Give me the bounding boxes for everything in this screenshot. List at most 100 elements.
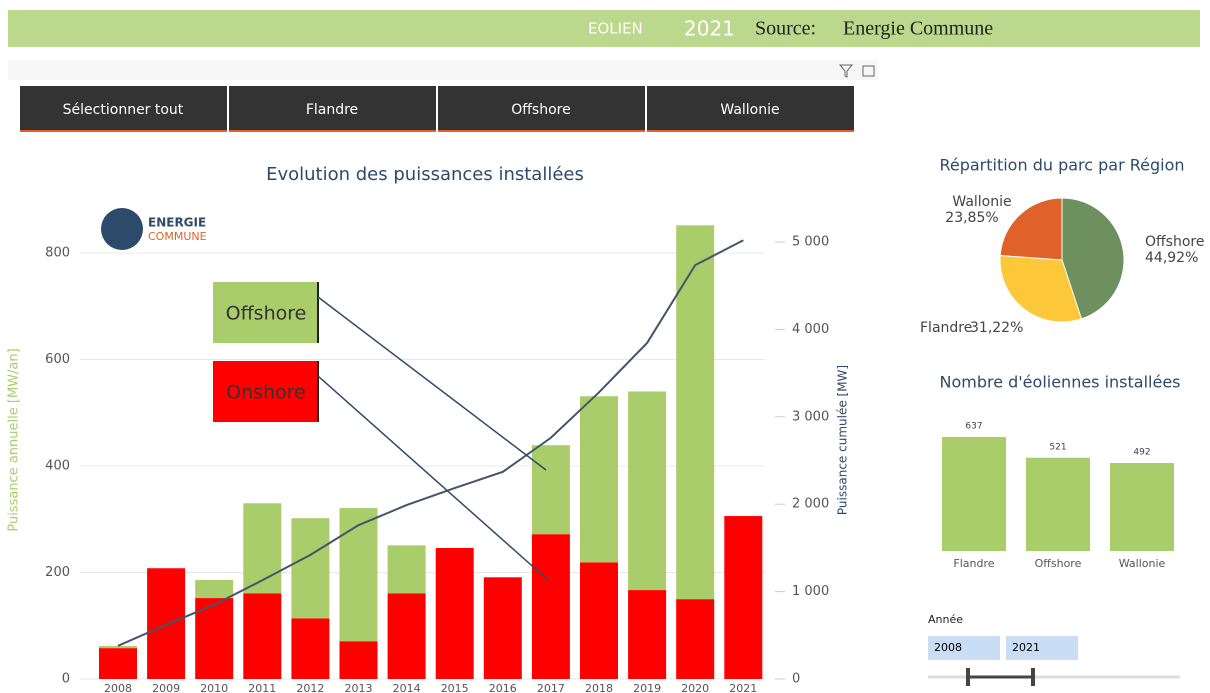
bar-segment [435, 548, 474, 679]
line-series [117, 239, 744, 647]
x-tick-label: 2014 [393, 682, 421, 693]
logo-circle [101, 208, 143, 250]
pie-slice [999, 254, 1083, 323]
button[interactable] [229, 86, 436, 132]
x-tick-label: Flandre [953, 557, 994, 570]
slider-to-text: 2021 [1012, 641, 1040, 654]
y-axis-label: Puissance annuelle [MW/an] [7, 348, 22, 531]
slider-from-text: 2008 [934, 641, 962, 654]
bar-segment [387, 593, 426, 679]
x-tick-label: 2020 [681, 682, 709, 693]
pie-label: Wallonie [952, 194, 1011, 210]
data-label: 521 [1049, 442, 1066, 452]
legend-box [213, 282, 319, 343]
button[interactable] [20, 86, 227, 132]
bar-segment [580, 396, 618, 563]
pie-slice [999, 197, 1063, 261]
slider-handle[interactable] [1031, 668, 1035, 686]
x-tick-label: 2018 [585, 682, 613, 693]
bar-segment [243, 593, 282, 679]
x-tick-label: 2010 [200, 682, 228, 693]
bar-segment [676, 225, 715, 600]
logo-text: ENERGIE [148, 216, 206, 230]
pie-value: 31,22% [970, 320, 1023, 336]
y2-tick-label: 1 000 [792, 584, 829, 599]
data-label: 637 [965, 422, 982, 432]
chart-title: Répartition du parc par Région [939, 156, 1184, 175]
y2-axis-label: Puissance cumulée [MW] [836, 365, 850, 515]
x-tick-label: 2009 [152, 682, 180, 693]
bar-segment [99, 645, 137, 649]
button-label: Sélectionner tout [63, 102, 184, 118]
x-tick-label: 2019 [633, 682, 661, 693]
slider-handle[interactable] [966, 668, 970, 686]
bar-segment [195, 579, 234, 599]
filter-icon[interactable] [838, 64, 854, 78]
y2-tick-label: 4 000 [792, 322, 829, 337]
bar-segment [531, 445, 570, 535]
pie-value: 23,85% [945, 210, 998, 226]
bar-segment [99, 648, 137, 679]
chart-title: Evolution des puissances installées [266, 164, 584, 185]
x-tick-label: Wallonie [1119, 557, 1166, 570]
bar-segment [724, 516, 763, 679]
y2-tick-label: 3 000 [792, 409, 829, 424]
bar-segment [339, 641, 378, 679]
toolbar [8, 60, 878, 80]
bar-segment [339, 508, 378, 642]
y-tick-label: 800 [45, 246, 70, 261]
slider-to[interactable] [1006, 636, 1078, 660]
data-label: 492 [1133, 447, 1150, 457]
bar-segment [628, 391, 667, 591]
source: Energie Commune [843, 18, 993, 40]
expand-icon[interactable] [862, 65, 875, 77]
x-tick-label: Offshore [1035, 557, 1082, 570]
section: EOLIEN [588, 20, 643, 38]
bar [1110, 462, 1174, 551]
logo-text: COMMUNE [148, 230, 207, 243]
button[interactable] [647, 86, 854, 132]
button-label: Offshore [511, 102, 570, 118]
bar-segment [387, 545, 426, 594]
year: 2021 [684, 17, 735, 41]
bar-segment [291, 518, 330, 619]
y-tick-label: 0 [62, 672, 70, 687]
y2-tick-label: 5 000 [792, 235, 829, 250]
y2-tick-label: 0 [792, 672, 800, 687]
bar-segment [628, 590, 667, 679]
annotation-line [317, 375, 549, 581]
bar [942, 437, 1006, 551]
y-tick-label: 200 [45, 565, 70, 580]
x-tick-label: 2017 [537, 682, 565, 693]
pie-slice [1061, 197, 1125, 320]
button-label: Wallonie [720, 102, 779, 118]
bar-segment [580, 562, 618, 679]
bar-segment [676, 599, 715, 679]
legend-label: Offshore [226, 303, 307, 325]
bar-segment [195, 598, 234, 679]
pie-label: Flandre [920, 320, 972, 336]
bar-segment [243, 503, 282, 594]
y-tick-label: 600 [45, 352, 70, 367]
button-label: Flandre [306, 102, 358, 118]
y-tick-label: 400 [45, 459, 70, 474]
slider-from[interactable] [928, 636, 1000, 660]
x-tick-label: 2011 [248, 682, 276, 693]
source-label: Source: [755, 18, 816, 40]
slider-label: Année [928, 613, 963, 626]
bar-segment [483, 577, 522, 679]
x-tick-label: 2013 [345, 682, 373, 693]
annotation-line [317, 296, 547, 471]
pie-value: 44,92% [1145, 250, 1198, 266]
x-tick-label: 2012 [296, 682, 324, 693]
x-tick-label: 2016 [489, 682, 517, 693]
button[interactable] [438, 86, 645, 132]
x-tick-label: 2015 [441, 682, 469, 693]
legend-box [213, 361, 319, 422]
button-underline [647, 130, 854, 132]
bar [1026, 457, 1090, 551]
bar-segment [531, 534, 570, 679]
bar-segment [147, 568, 186, 679]
header-bar [8, 10, 1200, 47]
